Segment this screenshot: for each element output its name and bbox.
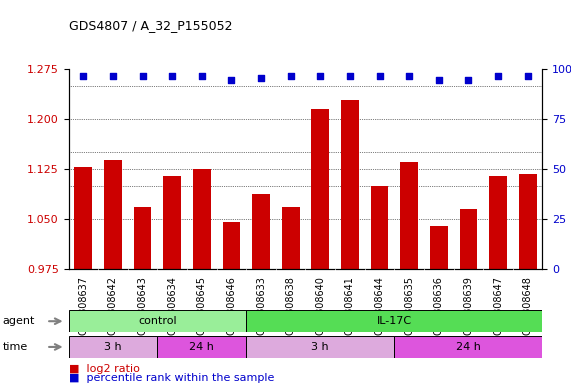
- Point: [493, 73, 502, 79]
- Bar: [104, 160, 122, 269]
- Text: time: time: [3, 342, 28, 352]
- Bar: [246, 310, 542, 332]
- Point: [197, 73, 206, 79]
- Bar: [518, 174, 537, 269]
- Text: ■  percentile rank within the sample: ■ percentile rank within the sample: [69, 373, 274, 383]
- Bar: [158, 336, 246, 358]
- Bar: [69, 336, 158, 358]
- Point: [138, 73, 147, 79]
- Point: [434, 77, 443, 83]
- Text: 3 h: 3 h: [104, 342, 122, 352]
- Text: control: control: [138, 316, 176, 326]
- Bar: [489, 175, 507, 269]
- Bar: [400, 162, 418, 269]
- Text: GDS4807 / A_32_P155052: GDS4807 / A_32_P155052: [69, 19, 232, 32]
- Point: [316, 73, 325, 79]
- Bar: [460, 209, 477, 269]
- Bar: [74, 167, 92, 269]
- Point: [405, 73, 414, 79]
- Bar: [246, 336, 395, 358]
- Point: [523, 73, 532, 79]
- Point: [464, 77, 473, 83]
- Bar: [223, 222, 240, 269]
- Bar: [395, 336, 542, 358]
- Text: 24 h: 24 h: [190, 342, 214, 352]
- Text: agent: agent: [3, 316, 35, 326]
- Bar: [69, 310, 246, 332]
- Text: IL-17C: IL-17C: [377, 316, 412, 326]
- Bar: [311, 109, 329, 269]
- Point: [79, 73, 88, 79]
- Text: ■  log2 ratio: ■ log2 ratio: [69, 364, 139, 374]
- Text: 3 h: 3 h: [312, 342, 329, 352]
- Bar: [252, 194, 270, 269]
- Point: [168, 73, 177, 79]
- Point: [227, 77, 236, 83]
- Bar: [134, 207, 151, 269]
- Text: 24 h: 24 h: [456, 342, 481, 352]
- Point: [108, 73, 118, 79]
- Bar: [341, 100, 359, 269]
- Bar: [430, 225, 448, 269]
- Point: [256, 75, 266, 81]
- Point: [375, 73, 384, 79]
- Point: [345, 73, 355, 79]
- Bar: [193, 169, 211, 269]
- Bar: [163, 175, 181, 269]
- Point: [286, 73, 295, 79]
- Bar: [371, 185, 388, 269]
- Bar: [282, 207, 300, 269]
